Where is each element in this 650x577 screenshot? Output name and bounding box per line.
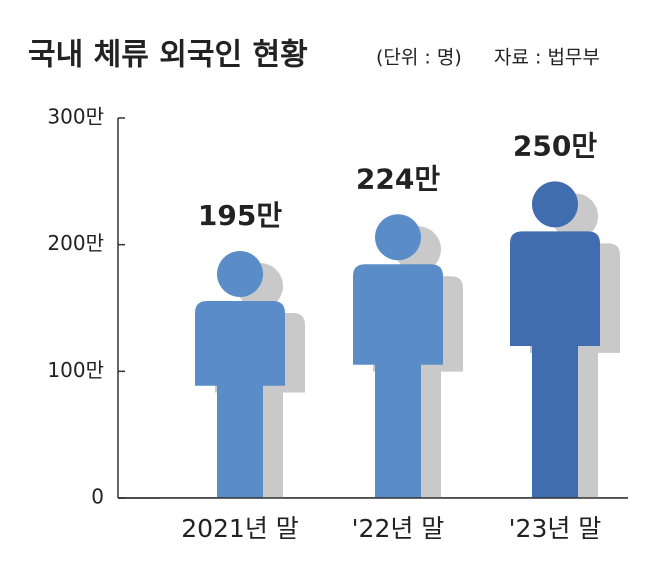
y-tick-label: 0: [91, 485, 104, 509]
chart-subtitle: (단위 : 명): [376, 47, 462, 69]
x-tick-label: '22년 말: [352, 514, 445, 543]
value-label: 224만: [356, 162, 440, 195]
shadow-mask: [475, 498, 635, 518]
person-bar: [195, 251, 285, 498]
x-tick-label: 2021년 말: [181, 514, 299, 543]
chart-title: 국내 체류 외국인 현황: [28, 38, 308, 73]
value-label: 195만: [198, 199, 282, 232]
y-tick-label: 300만: [47, 105, 104, 129]
shadow-mask: [318, 498, 478, 518]
shadow-mask: [160, 498, 320, 518]
value-label: 250만: [513, 129, 597, 162]
source: 자료 : 법무부: [494, 47, 600, 69]
x-tick-label: '23년 말: [509, 514, 602, 543]
person-bar: [353, 214, 443, 498]
y-tick-label: 200만: [47, 231, 104, 255]
y-tick-label: 100만: [47, 358, 104, 382]
person-bar: [510, 181, 600, 499]
